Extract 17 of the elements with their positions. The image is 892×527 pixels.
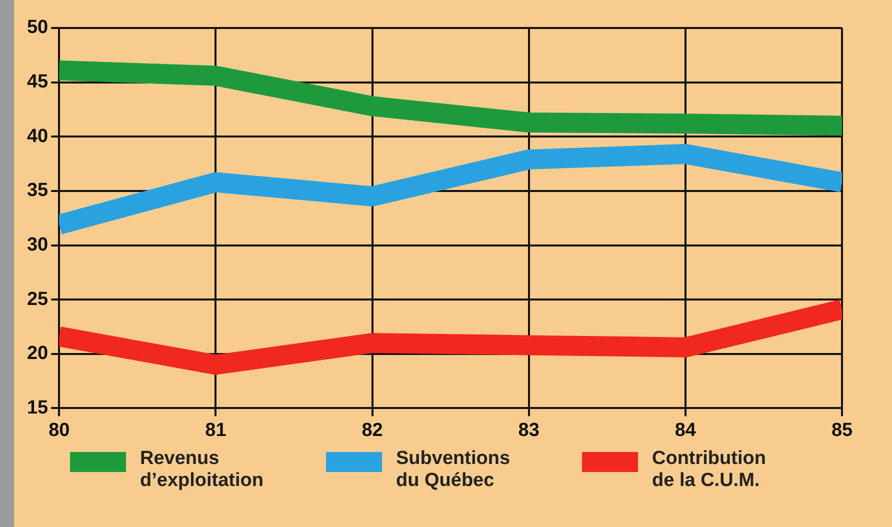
x-tick-label: 84: [674, 420, 696, 441]
x-tick-label: 81: [205, 420, 227, 441]
x-tick-label: 85: [831, 420, 853, 441]
x-tick-label: 82: [362, 420, 383, 441]
y-tick-label: 40: [26, 126, 48, 147]
y-tick-label: 20: [26, 343, 48, 364]
x-tick-label: 80: [48, 420, 70, 441]
y-tick-label: 30: [26, 234, 48, 256]
x-tick-label: 83: [518, 420, 540, 441]
y-tick-label: 35: [26, 180, 49, 202]
y-tick-label: 45: [26, 72, 49, 93]
legend-label: Contribution de la C.U.M.: [652, 448, 767, 492]
legend-label: Subventions du Québec: [396, 448, 512, 492]
y-tick-label: 50: [26, 17, 48, 38]
y-tick-label: 25: [26, 288, 49, 310]
legend-label: Revenus d’exploitation: [140, 448, 264, 492]
y-tick-label: 15: [26, 397, 49, 418]
